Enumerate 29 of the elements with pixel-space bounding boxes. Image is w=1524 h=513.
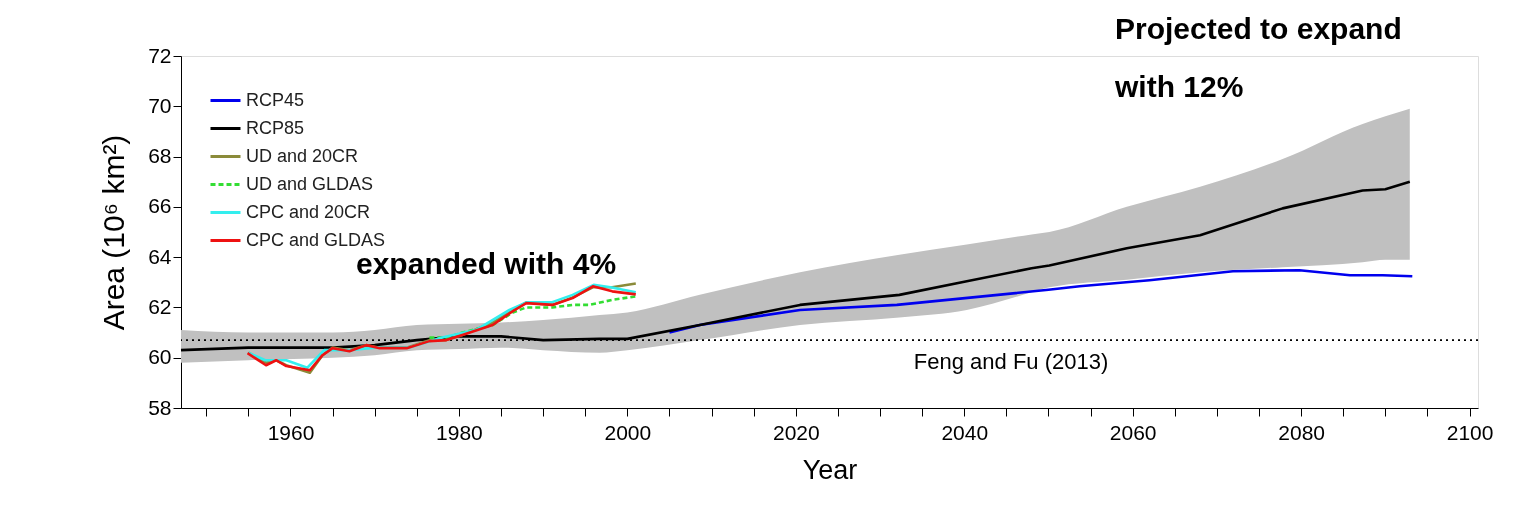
y-axis-title: Area (10⁶ km²) (97, 134, 131, 331)
y-tick-label: 68 (148, 144, 172, 168)
x-axis-title: Year (802, 454, 858, 485)
y-tick-label: 64 (148, 244, 172, 268)
y-tick-label: 60 (148, 345, 172, 369)
x-tick-label: 2100 (1446, 420, 1494, 444)
legend-label: RCP85 (246, 117, 305, 138)
y-tick-label: 62 (148, 294, 172, 318)
legend-label: RCP45 (246, 89, 305, 110)
legend-label: CPC and GLDAS (246, 229, 386, 250)
y-tick-label: 72 (148, 43, 172, 67)
y-tick-label: 58 (148, 395, 172, 419)
x-tick-label: 2040 (941, 420, 989, 444)
annotation: expanded with 4% (356, 247, 617, 280)
x-tick-label: 2060 (1109, 420, 1157, 444)
ref-line-label: Feng and Fu (2013) (913, 349, 1109, 375)
x-tick-label: 1960 (267, 420, 315, 444)
y-tick-label: 66 (148, 194, 172, 218)
legend-label: UD and 20CR (246, 145, 359, 166)
x-tick-label: 2000 (604, 420, 652, 444)
x-tick-label: 1980 (436, 420, 483, 444)
line-series (668, 268, 1414, 334)
x-tick-label: 2020 (772, 420, 820, 444)
y-tick-label: 70 (148, 93, 172, 117)
x-tick-label: 2080 (1278, 420, 1325, 444)
legend-label: CPC and 20CR (246, 201, 371, 222)
annotation: Projected to expand with 12% (1114, 12, 1402, 103)
line-series (428, 295, 638, 339)
legend-label: UD and GLDAS (246, 173, 374, 194)
